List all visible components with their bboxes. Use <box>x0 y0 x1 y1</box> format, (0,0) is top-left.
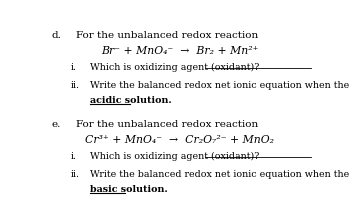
Text: e.: e. <box>52 120 61 129</box>
Text: Cr³⁺ + MnO₄⁻  →  Cr₂O₇²⁻ + MnO₂: Cr³⁺ + MnO₄⁻ → Cr₂O₇²⁻ + MnO₂ <box>85 134 274 144</box>
Text: Which is oxidizing agent (oxidant)?: Which is oxidizing agent (oxidant)? <box>90 63 259 72</box>
Text: acidic solution.: acidic solution. <box>90 95 172 104</box>
Text: i.: i. <box>71 63 77 72</box>
Text: basic solution.: basic solution. <box>90 184 168 193</box>
Text: d.: d. <box>52 31 62 40</box>
Text: Br⁻ + MnO₄⁻  →  Br₂ + Mn²⁺: Br⁻ + MnO₄⁻ → Br₂ + Mn²⁺ <box>101 45 258 55</box>
Text: ii.: ii. <box>71 80 80 89</box>
Text: ii.: ii. <box>71 169 80 178</box>
Text: For the unbalanced redox reaction: For the unbalanced redox reaction <box>76 120 259 129</box>
Text: Which is oxidizing agent (oxidant)?: Which is oxidizing agent (oxidant)? <box>90 152 259 161</box>
Text: Write the balanced redox net ionic equation when the reaction is conducted in a: Write the balanced redox net ionic equat… <box>90 169 350 178</box>
Text: i.: i. <box>71 152 77 160</box>
Text: Write the balanced redox net ionic equation when the reaction is conducted in an: Write the balanced redox net ionic equat… <box>90 80 350 89</box>
Text: For the unbalanced redox reaction: For the unbalanced redox reaction <box>76 31 259 40</box>
